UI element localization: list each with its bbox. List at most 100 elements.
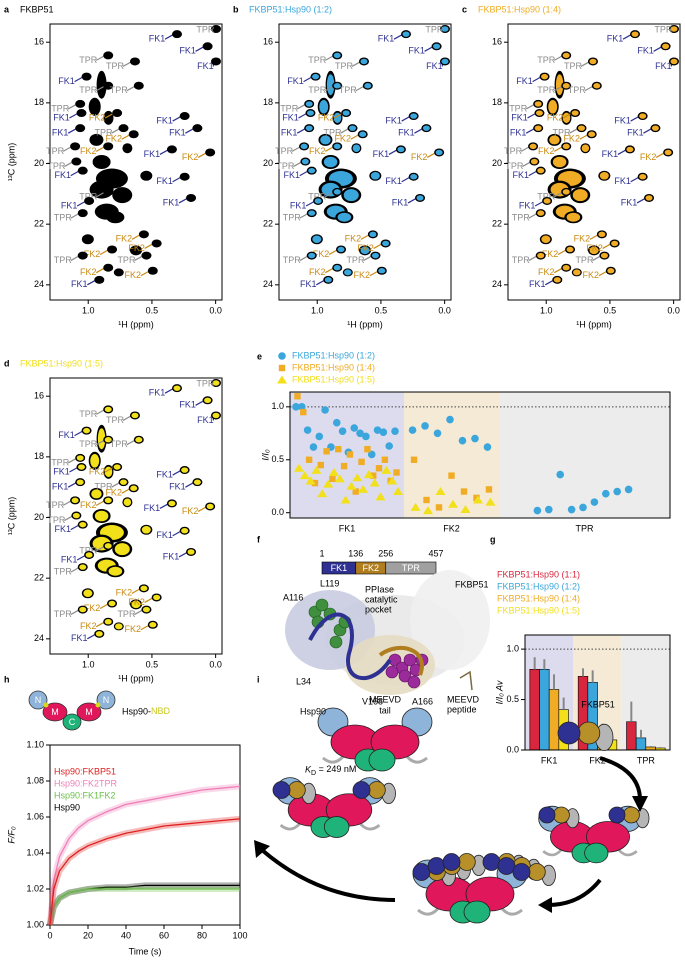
peak-label: FK2 bbox=[313, 249, 330, 259]
backbone bbox=[378, 645, 424, 676]
peak-label: FK2 bbox=[125, 624, 142, 634]
data-point bbox=[391, 427, 399, 435]
peak bbox=[130, 245, 142, 256]
peak-overlay bbox=[324, 277, 332, 283]
peak-overlay bbox=[187, 549, 195, 555]
peak bbox=[128, 130, 139, 139]
peak-label: FK1 bbox=[516, 76, 533, 86]
panel-letter: a bbox=[4, 4, 10, 14]
peak-label: TPR bbox=[275, 146, 294, 156]
peak-overlay bbox=[104, 497, 112, 504]
peak-overlay bbox=[131, 600, 141, 609]
peak-label: FK1 bbox=[385, 176, 402, 186]
legend-label: FKBP51:Hsp90 (1:2) bbox=[292, 350, 375, 360]
peak-label: FK1 bbox=[156, 469, 173, 479]
peak-label: FK1 bbox=[179, 400, 196, 410]
fk1-domain bbox=[442, 853, 461, 871]
group-label: FK2 bbox=[443, 523, 460, 533]
residue-sphere bbox=[398, 669, 412, 683]
data-point bbox=[590, 498, 599, 506]
fk1-domain bbox=[352, 781, 371, 799]
peak-overlay bbox=[85, 552, 93, 558]
peak-label: FK2 bbox=[586, 243, 603, 253]
peak-label: TPR bbox=[280, 103, 299, 113]
peak-label: TPR bbox=[537, 55, 556, 65]
peak-overlay bbox=[371, 252, 379, 259]
data-point bbox=[328, 467, 339, 476]
data-point bbox=[370, 472, 377, 479]
peak bbox=[179, 112, 190, 121]
peak-label: TPR bbox=[79, 545, 98, 555]
domain bbox=[76, 702, 102, 722]
line bbox=[49, 818, 241, 926]
y-axis-label: F/F₀ bbox=[6, 826, 16, 843]
peak-label: FK1 bbox=[54, 524, 71, 534]
panel-letter: e bbox=[257, 351, 262, 361]
data-point bbox=[483, 443, 492, 451]
peak-label: TPR bbox=[512, 212, 531, 222]
surface bbox=[410, 570, 490, 670]
peak-label: FK1 bbox=[169, 482, 186, 492]
c-domain bbox=[368, 748, 396, 772]
data-point bbox=[362, 432, 370, 441]
peak-overlay bbox=[662, 43, 670, 49]
peak-label: FK1 bbox=[373, 149, 390, 159]
peak-overlay bbox=[83, 589, 93, 598]
fk1-domain bbox=[427, 857, 446, 875]
data-point bbox=[435, 504, 443, 511]
peak-label: FK2 bbox=[84, 603, 101, 613]
peak-label: TPR bbox=[512, 255, 531, 265]
peak-label: TPR bbox=[425, 24, 444, 34]
data-point bbox=[309, 443, 318, 451]
cartoon-tag: NBD bbox=[151, 706, 171, 716]
kd-value: = 249 nM bbox=[316, 764, 356, 774]
peak-overlay bbox=[599, 172, 609, 180]
x-tick-label: 1.0 bbox=[82, 305, 95, 315]
peak-overlay bbox=[123, 498, 132, 506]
peak-label: FK1 bbox=[197, 61, 214, 71]
domain-label: N bbox=[103, 695, 110, 705]
peak bbox=[94, 275, 105, 284]
data-point bbox=[556, 470, 564, 479]
data-point bbox=[278, 352, 286, 360]
residue-sphere bbox=[385, 665, 399, 679]
structure-label: L119 bbox=[320, 578, 339, 588]
data-point bbox=[317, 489, 328, 498]
peak-label: FK2 bbox=[80, 146, 97, 156]
y-axis-label: ¹³C (ppm) bbox=[6, 497, 16, 536]
bar bbox=[548, 689, 560, 751]
kd-subscript: D bbox=[311, 770, 316, 777]
x-axis-label: Time (s) bbox=[129, 946, 162, 956]
peak bbox=[84, 196, 95, 205]
peak-label: FK2 bbox=[80, 621, 97, 631]
nbd-tag bbox=[43, 702, 49, 708]
peak-label: FK1 bbox=[607, 34, 624, 44]
peak-overlay bbox=[670, 26, 678, 32]
peak-label: FK1 bbox=[52, 128, 69, 138]
peak bbox=[81, 72, 92, 81]
data-point bbox=[367, 450, 376, 459]
residue-sphere bbox=[315, 598, 329, 612]
arrow-head bbox=[632, 796, 648, 812]
peak-label: TPR bbox=[308, 55, 327, 65]
arrow-head bbox=[538, 897, 552, 913]
peak-label: TPR bbox=[51, 103, 70, 113]
peak-label: TPR bbox=[95, 482, 114, 492]
peak-overlay bbox=[541, 73, 549, 80]
panel-letter: f bbox=[257, 534, 261, 544]
peak-label: FK1 bbox=[529, 279, 546, 289]
y-tick-label: 1.0 bbox=[506, 643, 519, 653]
peak-label: FK2 bbox=[345, 234, 362, 244]
data-point bbox=[410, 502, 421, 511]
structure bbox=[285, 570, 490, 695]
bar bbox=[529, 668, 540, 751]
peak bbox=[76, 109, 87, 118]
peak bbox=[141, 251, 152, 260]
peak-overlay bbox=[76, 479, 84, 485]
hsp90-cartoon bbox=[28, 690, 116, 731]
fk1-domain bbox=[538, 806, 556, 824]
fk2-domain bbox=[577, 721, 601, 745]
peak-overlay bbox=[140, 585, 148, 592]
peak-overlay bbox=[115, 623, 123, 630]
